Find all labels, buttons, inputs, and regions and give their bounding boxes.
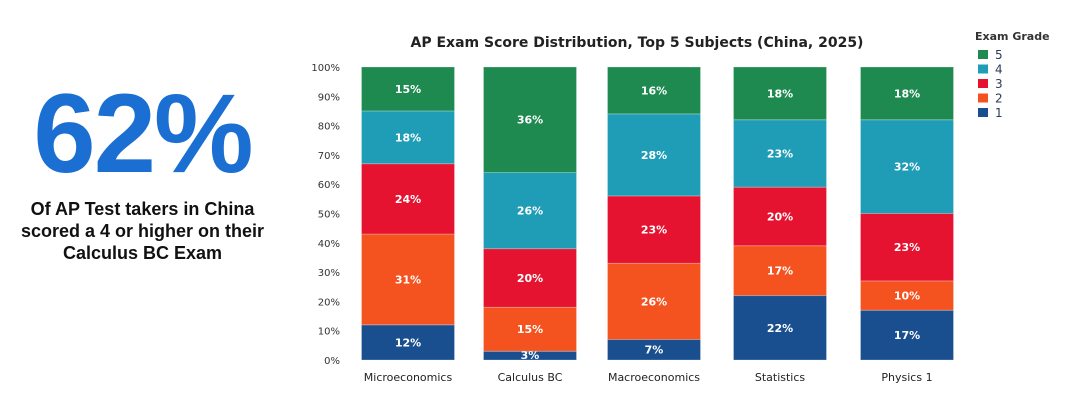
y-axis: 0% 10% 20% 30% 40% 50% 60% 70% 80% 90% 100% <box>311 63 340 367</box>
headline-stat: 62% Of AP Test takers in China scored a … <box>0 78 285 264</box>
bar-calculus-bc: 3% 15% 20% 26% 36% <box>483 66 577 362</box>
data-label: 22% <box>767 322 793 335</box>
data-label: 26% <box>517 205 543 218</box>
y-tick-label: 80% <box>318 122 340 133</box>
bar-segment-grade-4 <box>361 110 455 165</box>
y-tick-label: 50% <box>318 210 340 221</box>
y-tick-label: 90% <box>318 92 340 103</box>
data-label: 32% <box>894 161 920 174</box>
y-tick-label: 40% <box>318 239 340 250</box>
data-label: 28% <box>641 149 667 162</box>
x-tick-label: Macroeconomics <box>608 371 700 384</box>
legend-swatch <box>978 64 988 74</box>
bar-segment-grade-3 <box>733 186 827 247</box>
legend-swatch <box>978 93 988 103</box>
legend-label: 3 <box>995 77 1003 91</box>
x-tick-label: Microeconomics <box>364 371 453 384</box>
data-label: 36% <box>517 114 543 127</box>
data-label: 20% <box>767 210 793 223</box>
data-label: 23% <box>641 224 667 237</box>
bar-segment-grade-5 <box>860 66 954 121</box>
bar-segment-grade-1 <box>860 309 954 361</box>
bar-segment-grade-5 <box>607 66 701 115</box>
legend-label: 2 <box>995 92 1003 106</box>
headline-caption: Of AP Test takers in China scored a 4 or… <box>0 198 285 264</box>
legend-swatch <box>978 108 988 117</box>
data-label: 16% <box>641 84 667 97</box>
caption-line: Calculus BC Exam <box>62 243 223 263</box>
data-label: 17% <box>894 329 920 342</box>
bar-segment-grade-3 <box>860 213 954 282</box>
data-label: 17% <box>767 265 793 278</box>
y-tick-label: 100% <box>311 63 340 74</box>
bar-segment-grade-3 <box>607 195 701 264</box>
data-label: 15% <box>395 83 421 96</box>
bar-segment-grade-4 <box>860 119 954 214</box>
data-label: 31% <box>395 273 421 286</box>
bars: 12% 31% 24% 18% 15% 3% 15% 20% 26% 36% 7% 26% 23% 28%… <box>361 66 954 362</box>
bar-microeconomics: 12% 31% 24% 18% 15% <box>361 66 455 361</box>
bar-segment-grade-4 <box>483 171 577 250</box>
data-label: 7% <box>645 344 664 357</box>
data-label: 23% <box>894 241 920 254</box>
data-label: 20% <box>517 272 543 285</box>
bar-macroeconomics: 7% 26% 23% 28% 16% <box>607 66 701 361</box>
x-axis: Microeconomics Calculus BC Macroeconomics S… <box>364 371 933 384</box>
y-tick-label: 60% <box>318 180 340 191</box>
data-label: 18% <box>395 131 421 144</box>
chart-title: AP Exam Score Distribution, Top 5 Subjec… <box>411 35 864 51</box>
legend-label: 4 <box>995 63 1003 77</box>
caption-line: Of AP Test takers in China <box>30 199 255 219</box>
bar-segment-grade-4 <box>607 113 701 197</box>
y-tick-label: 10% <box>318 327 340 338</box>
bar-segment-grade-3 <box>483 248 577 308</box>
bar-segment-grade-2 <box>361 233 455 326</box>
bar-segment-grade-1 <box>361 324 455 361</box>
y-tick-label: 70% <box>318 151 340 162</box>
legend-label: 5 <box>995 48 1003 62</box>
bar-segment-grade-2 <box>483 306 577 352</box>
headline-percent: 62% <box>33 71 253 196</box>
bar-segment-grade-2 <box>607 262 701 340</box>
bar-segment-grade-3 <box>361 163 455 235</box>
legend-swatch <box>978 50 988 59</box>
data-label: 10% <box>894 290 920 303</box>
bar-segment-grade-5 <box>733 66 827 121</box>
bar-segment-grade-5 <box>483 66 577 173</box>
data-label: 24% <box>395 193 421 206</box>
x-tick-label: Calculus BC <box>498 371 563 384</box>
data-label: 18% <box>767 87 793 100</box>
bar-physics-1: 17% 10% 23% 32% 18% <box>860 66 954 361</box>
data-label: 15% <box>517 323 543 336</box>
x-tick-label: Physics 1 <box>881 371 932 384</box>
y-tick-label: 30% <box>318 268 340 279</box>
bar-segment-grade-5 <box>361 66 455 112</box>
legend-swatch <box>978 79 988 88</box>
data-label: 23% <box>767 147 793 160</box>
legend-label: 1 <box>995 106 1003 120</box>
data-label: 12% <box>395 336 421 349</box>
legend-title: Exam Grade <box>975 30 1050 43</box>
data-label: 18% <box>894 87 920 100</box>
data-label: 3% <box>521 349 540 362</box>
x-tick-label: Statistics <box>755 371 806 384</box>
y-tick-label: 20% <box>318 297 340 308</box>
data-label: 26% <box>641 295 667 308</box>
bar-segment-grade-2 <box>733 245 827 297</box>
caption-line: scored a 4 or higher on their <box>20 221 265 241</box>
y-tick-label: 0% <box>324 356 340 367</box>
bar-statistics: 22% 17% 20% 23% 18% <box>733 66 827 361</box>
